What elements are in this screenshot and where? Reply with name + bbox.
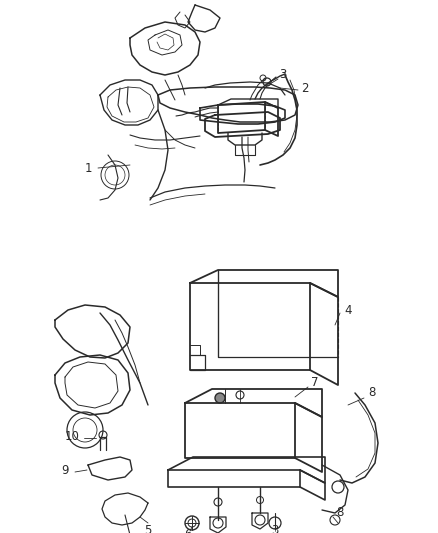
Text: 2: 2	[301, 82, 309, 94]
Text: 3: 3	[271, 523, 279, 533]
Text: 3: 3	[279, 69, 287, 82]
Text: 7: 7	[311, 376, 319, 390]
Text: 4: 4	[344, 303, 352, 317]
Text: 6: 6	[184, 529, 192, 533]
Text: 10: 10	[64, 431, 79, 443]
Text: 8: 8	[336, 506, 344, 520]
Circle shape	[215, 393, 225, 403]
Text: 8: 8	[368, 386, 376, 400]
Text: 5: 5	[144, 523, 152, 533]
Text: 9: 9	[61, 464, 69, 477]
Text: 1: 1	[84, 161, 92, 174]
